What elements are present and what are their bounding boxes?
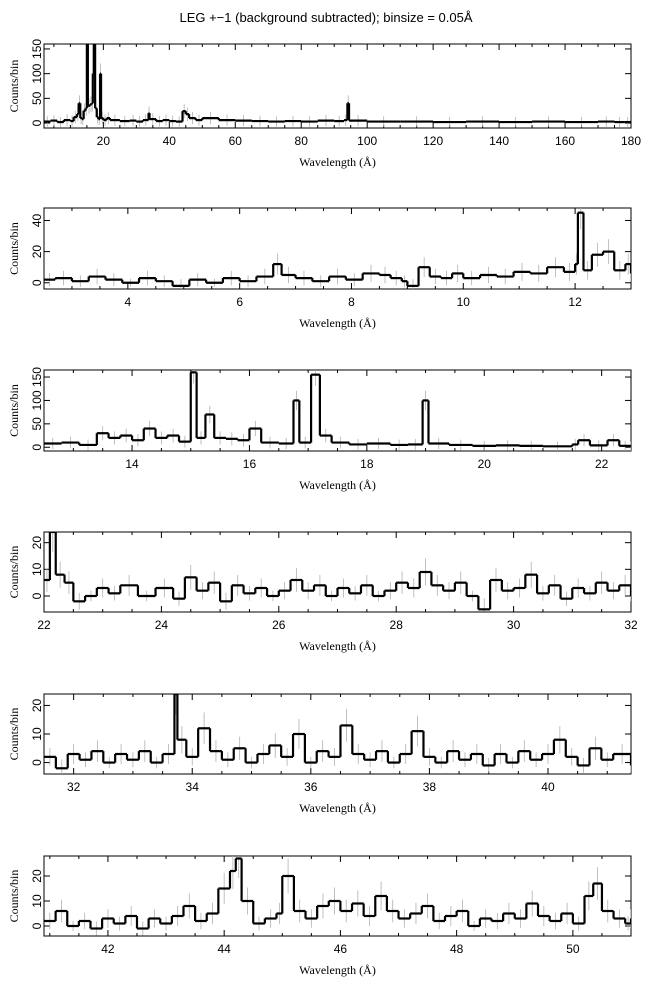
chart-panel-4: 22 24 26 28 30 32 0 10 20 Wavelength (Å) Counts/bi…	[7, 531, 638, 653]
x-tick-label: 48	[450, 942, 464, 956]
x-axis-label: Wavelength (Å)	[299, 316, 376, 330]
x-tick-label: 20	[478, 457, 492, 471]
y-tick-label: 10	[30, 562, 44, 576]
data-layer	[44, 856, 631, 936]
data-layer	[44, 44, 631, 128]
y-tick-label: 10	[30, 894, 44, 908]
chart-panel-6: 42 44 46 48 50 0 10 20 Wavelength (Å) Counts/bin	[7, 855, 632, 977]
y-axis-label: Counts/bin	[7, 870, 21, 923]
y-axis-label: Counts/bin	[7, 222, 21, 275]
data-layer	[44, 694, 631, 774]
y-axis-label: Counts/bin	[7, 546, 21, 599]
x-tick-label: 24	[155, 618, 169, 632]
x-tick-label: 46	[334, 942, 348, 956]
data-layer	[44, 208, 631, 289]
y-tick-label: 150	[30, 39, 44, 59]
x-tick-label: 140	[489, 134, 509, 148]
x-tick-label: 180	[621, 134, 641, 148]
x-axis-label: Wavelength (Å)	[299, 155, 376, 169]
x-tick-label: 18	[360, 457, 374, 471]
x-tick-label: 20	[97, 134, 111, 148]
plot-frame	[43, 43, 632, 129]
y-tick-label: 20	[30, 536, 44, 550]
data-layer	[44, 532, 631, 612]
chart-panel-1: 20 40 60 80 100 120 140 160 180 0 50 100 150 Waveleng…	[7, 39, 641, 169]
x-tick-label: 60	[229, 134, 243, 148]
x-axis-label: Wavelength (Å)	[299, 801, 376, 815]
y-tick-label: 0	[30, 759, 44, 766]
y-tick-label: 0	[30, 592, 44, 599]
figure-title: LEG +−1 (background subtracted); binsize…	[179, 10, 473, 25]
x-tick-label: 22	[37, 618, 51, 632]
x-tick-label: 6	[236, 295, 243, 309]
x-tick-label: 28	[390, 618, 404, 632]
x-tick-label: 10	[457, 295, 471, 309]
y-tick-label: 50	[30, 91, 44, 105]
x-tick-label: 12	[568, 295, 582, 309]
y-tick-label: 10	[30, 727, 44, 741]
x-tick-label: 100	[357, 134, 377, 148]
y-tick-label: 50	[30, 417, 44, 431]
y-tick-label: 20	[30, 869, 44, 883]
x-tick-label: 120	[423, 134, 443, 148]
x-tick-label: 14	[125, 457, 139, 471]
y-tick-label: 0	[30, 279, 44, 286]
y-tick-label: 150	[30, 367, 44, 387]
y-axis-label: Counts/bin	[7, 60, 21, 113]
x-tick-label: 32	[67, 780, 81, 794]
y-tick-label: 0	[30, 922, 44, 929]
x-tick-label: 160	[555, 134, 575, 148]
x-tick-label: 8	[348, 295, 355, 309]
x-tick-label: 22	[595, 457, 609, 471]
x-tick-label: 16	[243, 457, 257, 471]
y-tick-label: 100	[30, 390, 44, 410]
plot-frame	[43, 207, 632, 290]
x-tick-label: 30	[507, 618, 521, 632]
x-tick-label: 26	[272, 618, 286, 632]
x-axis-label: Wavelength (Å)	[299, 639, 376, 653]
plot-frame	[43, 693, 632, 775]
x-tick-label: 44	[217, 942, 231, 956]
chart-panel-5: 32 34 36 38 40 0 10 20 Wavelength (Å) Counts/bin	[7, 693, 632, 815]
data-layer	[44, 370, 631, 451]
plot-frame	[43, 855, 632, 937]
y-tick-label: 100	[30, 63, 44, 83]
x-tick-label: 40	[541, 780, 555, 794]
x-tick-label: 80	[295, 134, 309, 148]
x-axis-label: Wavelength (Å)	[299, 478, 376, 492]
y-tick-label: 0	[30, 119, 44, 126]
y-tick-label: 20	[30, 698, 44, 712]
x-tick-label: 32	[624, 618, 638, 632]
x-tick-label: 4	[125, 295, 132, 309]
chart-panel-2: 4 6 8 10 12 0 20 40 Wavelength (Å) Counts/bin	[7, 207, 632, 330]
x-tick-label: 42	[101, 942, 115, 956]
chart-panel-3: 14 16 18 20 22 0 50 100 150 Wavelength (Å) Counts/…	[7, 367, 632, 492]
y-axis-label: Counts/bin	[7, 708, 21, 761]
x-axis-label: Wavelength (Å)	[299, 963, 376, 977]
x-tick-label: 38	[423, 780, 437, 794]
x-tick-label: 36	[304, 780, 318, 794]
y-tick-label: 20	[30, 245, 44, 259]
y-axis-label: Counts/bin	[7, 384, 21, 437]
y-tick-label: 40	[30, 213, 44, 227]
x-tick-label: 50	[566, 942, 580, 956]
y-tick-label: 0	[30, 444, 44, 451]
x-tick-label: 40	[163, 134, 177, 148]
x-tick-label: 34	[186, 780, 200, 794]
